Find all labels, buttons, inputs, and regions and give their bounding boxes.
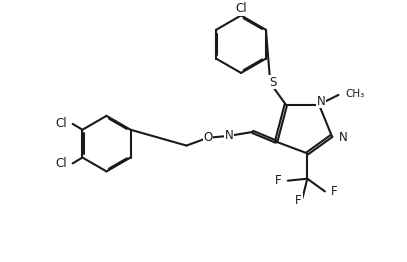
Text: CH₃: CH₃ [346, 89, 365, 99]
Text: Cl: Cl [235, 2, 247, 15]
Text: F: F [295, 194, 302, 207]
Text: N: N [339, 131, 347, 144]
Text: N: N [317, 95, 325, 108]
Text: F: F [276, 174, 282, 187]
Text: N: N [225, 129, 234, 142]
Text: Cl: Cl [55, 117, 67, 130]
Text: S: S [269, 76, 276, 89]
Text: F: F [331, 185, 337, 198]
Text: Cl: Cl [55, 157, 67, 170]
Text: O: O [203, 131, 212, 144]
